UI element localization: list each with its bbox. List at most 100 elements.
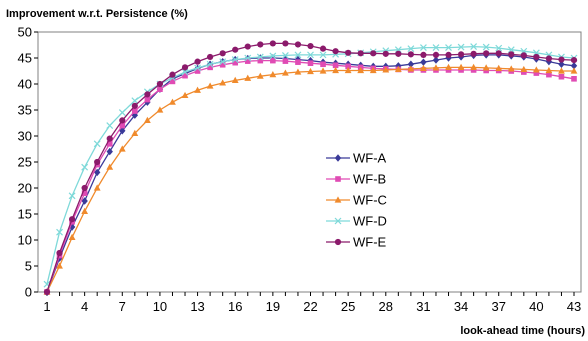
x-tick-label: 28 (379, 299, 393, 314)
data-point (570, 62, 578, 70)
data-point (319, 67, 327, 74)
data-point (570, 67, 578, 74)
data-point (470, 67, 477, 73)
data-point (395, 50, 402, 57)
x-tick-label: 1 (43, 299, 50, 314)
data-point (345, 63, 351, 70)
data-point (68, 216, 76, 223)
data-point (56, 228, 63, 236)
data-point (244, 54, 252, 62)
data-point (432, 64, 440, 71)
data-point (81, 163, 89, 171)
data-point (269, 71, 277, 78)
data-point (131, 129, 139, 136)
data-point (244, 74, 252, 81)
data-point (282, 40, 289, 47)
series-wf-b (44, 57, 577, 295)
legend-label: WF-E (353, 235, 387, 250)
y-tick-label: 45 (18, 51, 32, 66)
series-line (46, 66, 574, 293)
data-point (219, 50, 226, 57)
x-tick-label: 25 (341, 299, 355, 314)
data-point (182, 72, 188, 79)
data-point (181, 64, 189, 71)
y-tick-label: 15 (18, 207, 32, 222)
data-point (207, 64, 213, 71)
data-point (43, 288, 51, 296)
data-point (407, 45, 415, 53)
data-point (520, 52, 527, 59)
series-wf-a (43, 51, 578, 296)
data-point (482, 64, 490, 71)
data-point (157, 86, 163, 92)
series-line (46, 45, 575, 285)
legend-marker (335, 176, 341, 182)
data-point (294, 51, 302, 59)
y-tick-label: 0 (25, 285, 32, 300)
legend-label: WF-B (353, 172, 386, 187)
y-tick-label: 5 (25, 259, 32, 274)
x-tick-label: 31 (416, 299, 430, 314)
data-point (445, 63, 452, 70)
data-point (106, 163, 114, 170)
data-point (294, 41, 302, 48)
data-point (495, 44, 503, 52)
data-point (194, 58, 201, 65)
data-point (282, 58, 289, 64)
x-tick-label: 10 (153, 299, 167, 314)
data-point (495, 50, 502, 57)
x-tick-label: 4 (81, 299, 88, 314)
legend-marker (334, 217, 342, 225)
data-point (119, 117, 126, 124)
data-point (106, 147, 113, 156)
y-tick-label: 50 (18, 25, 32, 40)
data-point (118, 109, 126, 117)
legend-label: WF-D (353, 214, 387, 229)
data-point (332, 66, 339, 74)
data-point (382, 66, 390, 73)
data-point (345, 49, 352, 56)
x-tick-label: 16 (228, 299, 242, 314)
series-line (46, 59, 575, 293)
data-point (281, 51, 289, 59)
data-point (219, 61, 226, 68)
data-point (545, 55, 553, 62)
x-tick-label: 37 (491, 299, 505, 314)
data-point (81, 207, 89, 214)
data-point (369, 66, 377, 74)
data-point (56, 262, 63, 269)
series-wf-d (43, 43, 578, 288)
data-point (256, 53, 264, 61)
data-point (445, 51, 452, 58)
data-point (282, 69, 289, 76)
y-tick-label: 25 (18, 155, 32, 170)
data-point (533, 53, 540, 61)
series-line (46, 42, 575, 293)
data-point (507, 46, 515, 54)
x-tick-label: 22 (303, 299, 317, 314)
data-point (232, 46, 239, 53)
data-point (470, 63, 478, 70)
data-point (119, 122, 126, 129)
legend-marker (334, 238, 342, 246)
data-point (432, 51, 440, 58)
data-point (370, 50, 377, 57)
y-tick-label: 35 (18, 103, 32, 118)
data-point (546, 71, 552, 78)
data-point (532, 66, 540, 73)
data-point (545, 57, 553, 66)
data-point (407, 60, 415, 68)
data-point (307, 60, 314, 66)
data-point (558, 73, 565, 80)
data-point (382, 50, 389, 57)
data-point (93, 140, 101, 148)
data-point (231, 56, 239, 63)
data-point (144, 91, 151, 98)
data-point (68, 192, 76, 200)
data-point (307, 51, 314, 59)
data-point (457, 43, 465, 51)
data-point (508, 51, 515, 58)
data-point (332, 48, 339, 55)
data-point (420, 44, 427, 52)
data-point (432, 56, 440, 64)
